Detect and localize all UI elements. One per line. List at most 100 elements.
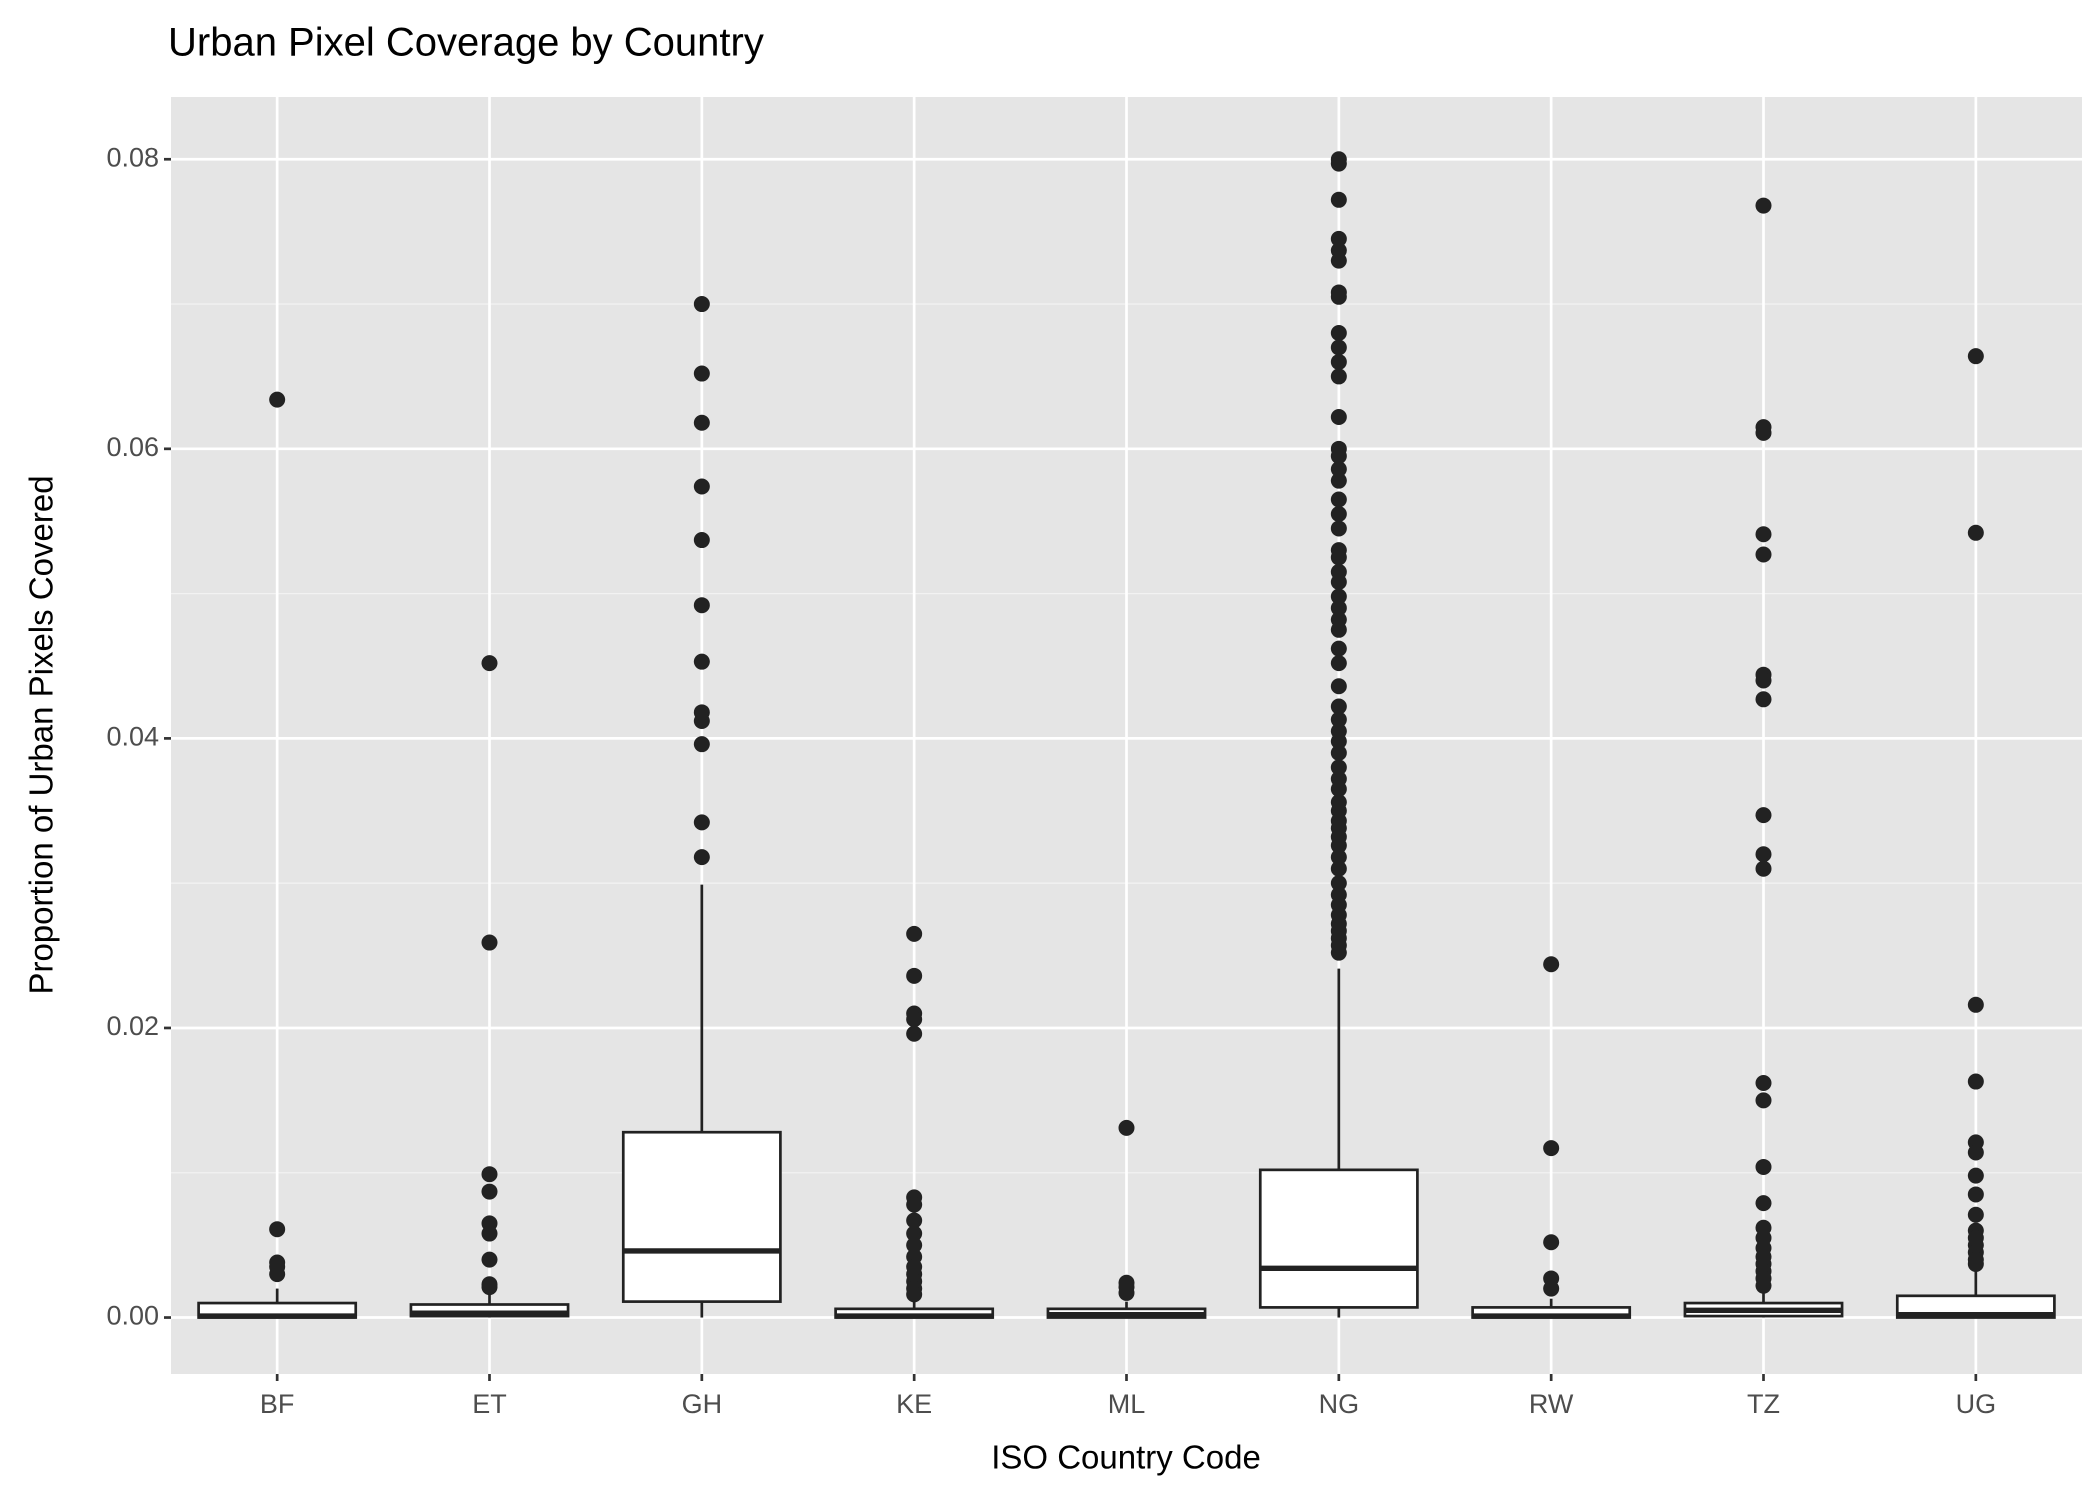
outlier <box>693 814 710 831</box>
outlier <box>1330 744 1347 761</box>
outlier <box>693 653 710 670</box>
x-tick-label: ET <box>472 1389 507 1419</box>
x-axis-title: ISO Country Code <box>991 1439 1261 1476</box>
outlier <box>906 1011 923 1028</box>
outlier <box>1967 1206 1984 1223</box>
outlier <box>1967 996 1984 1013</box>
outlier <box>1330 440 1347 457</box>
x-tick-label: GH <box>682 1389 723 1419</box>
y-tick-label: 0.02 <box>106 1011 159 1041</box>
outlier <box>1330 339 1347 356</box>
outlier <box>1543 1280 1560 1297</box>
outlier <box>1543 956 1560 973</box>
outlier <box>906 1286 923 1303</box>
outlier <box>1330 794 1347 811</box>
outlier <box>1330 640 1347 657</box>
outlier <box>1330 368 1347 385</box>
outlier <box>1330 542 1347 559</box>
outlier <box>1330 759 1347 776</box>
outlier <box>1755 526 1772 543</box>
outlier <box>1755 424 1772 441</box>
y-axis-title: Proportion of Urban Pixels Covered <box>23 475 60 994</box>
outlier <box>906 1196 923 1213</box>
outlier <box>693 414 710 431</box>
outlier <box>1543 1234 1560 1251</box>
outlier <box>1967 1167 1984 1184</box>
outlier <box>1755 860 1772 877</box>
outlier <box>1330 563 1347 580</box>
outlier <box>906 1025 923 1042</box>
outlier <box>1755 691 1772 708</box>
outlier <box>1330 353 1347 370</box>
outlier <box>1330 408 1347 425</box>
outlier <box>1967 348 1984 365</box>
box <box>621 1130 782 1303</box>
chart-title: Urban Pixel Coverage by Country <box>168 21 764 65</box>
outlier <box>1330 324 1347 341</box>
y-tick-label: 0.08 <box>106 142 159 172</box>
outlier <box>481 1251 498 1268</box>
outlier <box>1330 230 1347 247</box>
outlier <box>1755 672 1772 689</box>
outlier <box>1755 1074 1772 1091</box>
outlier <box>269 1266 286 1283</box>
outlier <box>1330 505 1347 522</box>
outlier <box>1330 698 1347 715</box>
outlier <box>906 1225 923 1242</box>
outlier <box>1330 723 1347 740</box>
outlier <box>1330 711 1347 728</box>
outlier <box>269 1221 286 1238</box>
outlier <box>1330 588 1347 605</box>
outlier <box>1330 151 1347 168</box>
outlier <box>1330 770 1347 787</box>
outlier <box>1330 875 1347 892</box>
outlier <box>1330 472 1347 489</box>
x-tick-label: RW <box>1529 1389 1574 1419</box>
outlier <box>1330 886 1347 903</box>
outlier <box>1967 1073 1984 1090</box>
outlier <box>1967 524 1984 541</box>
outlier <box>481 1225 498 1242</box>
outlier <box>906 1237 923 1254</box>
outlier <box>1967 1144 1984 1161</box>
outlier <box>693 296 710 313</box>
outlier <box>1330 520 1347 537</box>
outlier <box>906 1212 923 1229</box>
y-tick-label: 0.04 <box>106 722 159 752</box>
outlier <box>1118 1119 1135 1136</box>
x-tick-label: BF <box>260 1389 295 1419</box>
outlier <box>693 532 710 549</box>
outlier <box>1330 611 1347 628</box>
outlier <box>1330 860 1347 877</box>
outlier <box>1755 1092 1772 1109</box>
outlier <box>693 736 710 753</box>
x-tick-label: TZ <box>1747 1389 1780 1419</box>
outlier <box>1330 461 1347 478</box>
outlier <box>1330 242 1347 259</box>
outlier <box>481 1166 498 1183</box>
outlier <box>1330 655 1347 672</box>
box <box>1258 1168 1419 1309</box>
outlier <box>693 849 710 866</box>
outlier <box>1755 1277 1772 1294</box>
outlier <box>906 967 923 984</box>
x-tick-label: ML <box>1108 1389 1146 1419</box>
outlier <box>1755 1195 1772 1212</box>
outlier <box>906 925 923 942</box>
outlier <box>481 655 498 672</box>
outlier <box>1118 1284 1135 1301</box>
outlier <box>1967 1255 1984 1272</box>
x-tick-label: UG <box>1956 1389 1997 1419</box>
outlier <box>1330 491 1347 508</box>
outlier <box>693 597 710 614</box>
outlier <box>481 1279 498 1296</box>
y-tick-label: 0.06 <box>106 432 159 462</box>
outlier <box>269 391 286 408</box>
outlier <box>1755 846 1772 863</box>
outlier <box>693 704 710 721</box>
x-tick-label: NG <box>1319 1389 1360 1419</box>
outlier <box>1330 600 1347 617</box>
outlier <box>1755 1158 1772 1175</box>
outlier <box>1330 191 1347 208</box>
